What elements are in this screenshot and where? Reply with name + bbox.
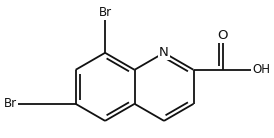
Text: Br: Br <box>99 6 112 19</box>
Text: N: N <box>159 46 169 59</box>
Text: Br: Br <box>4 97 17 110</box>
Text: O: O <box>218 29 228 42</box>
Text: OH: OH <box>252 63 270 76</box>
